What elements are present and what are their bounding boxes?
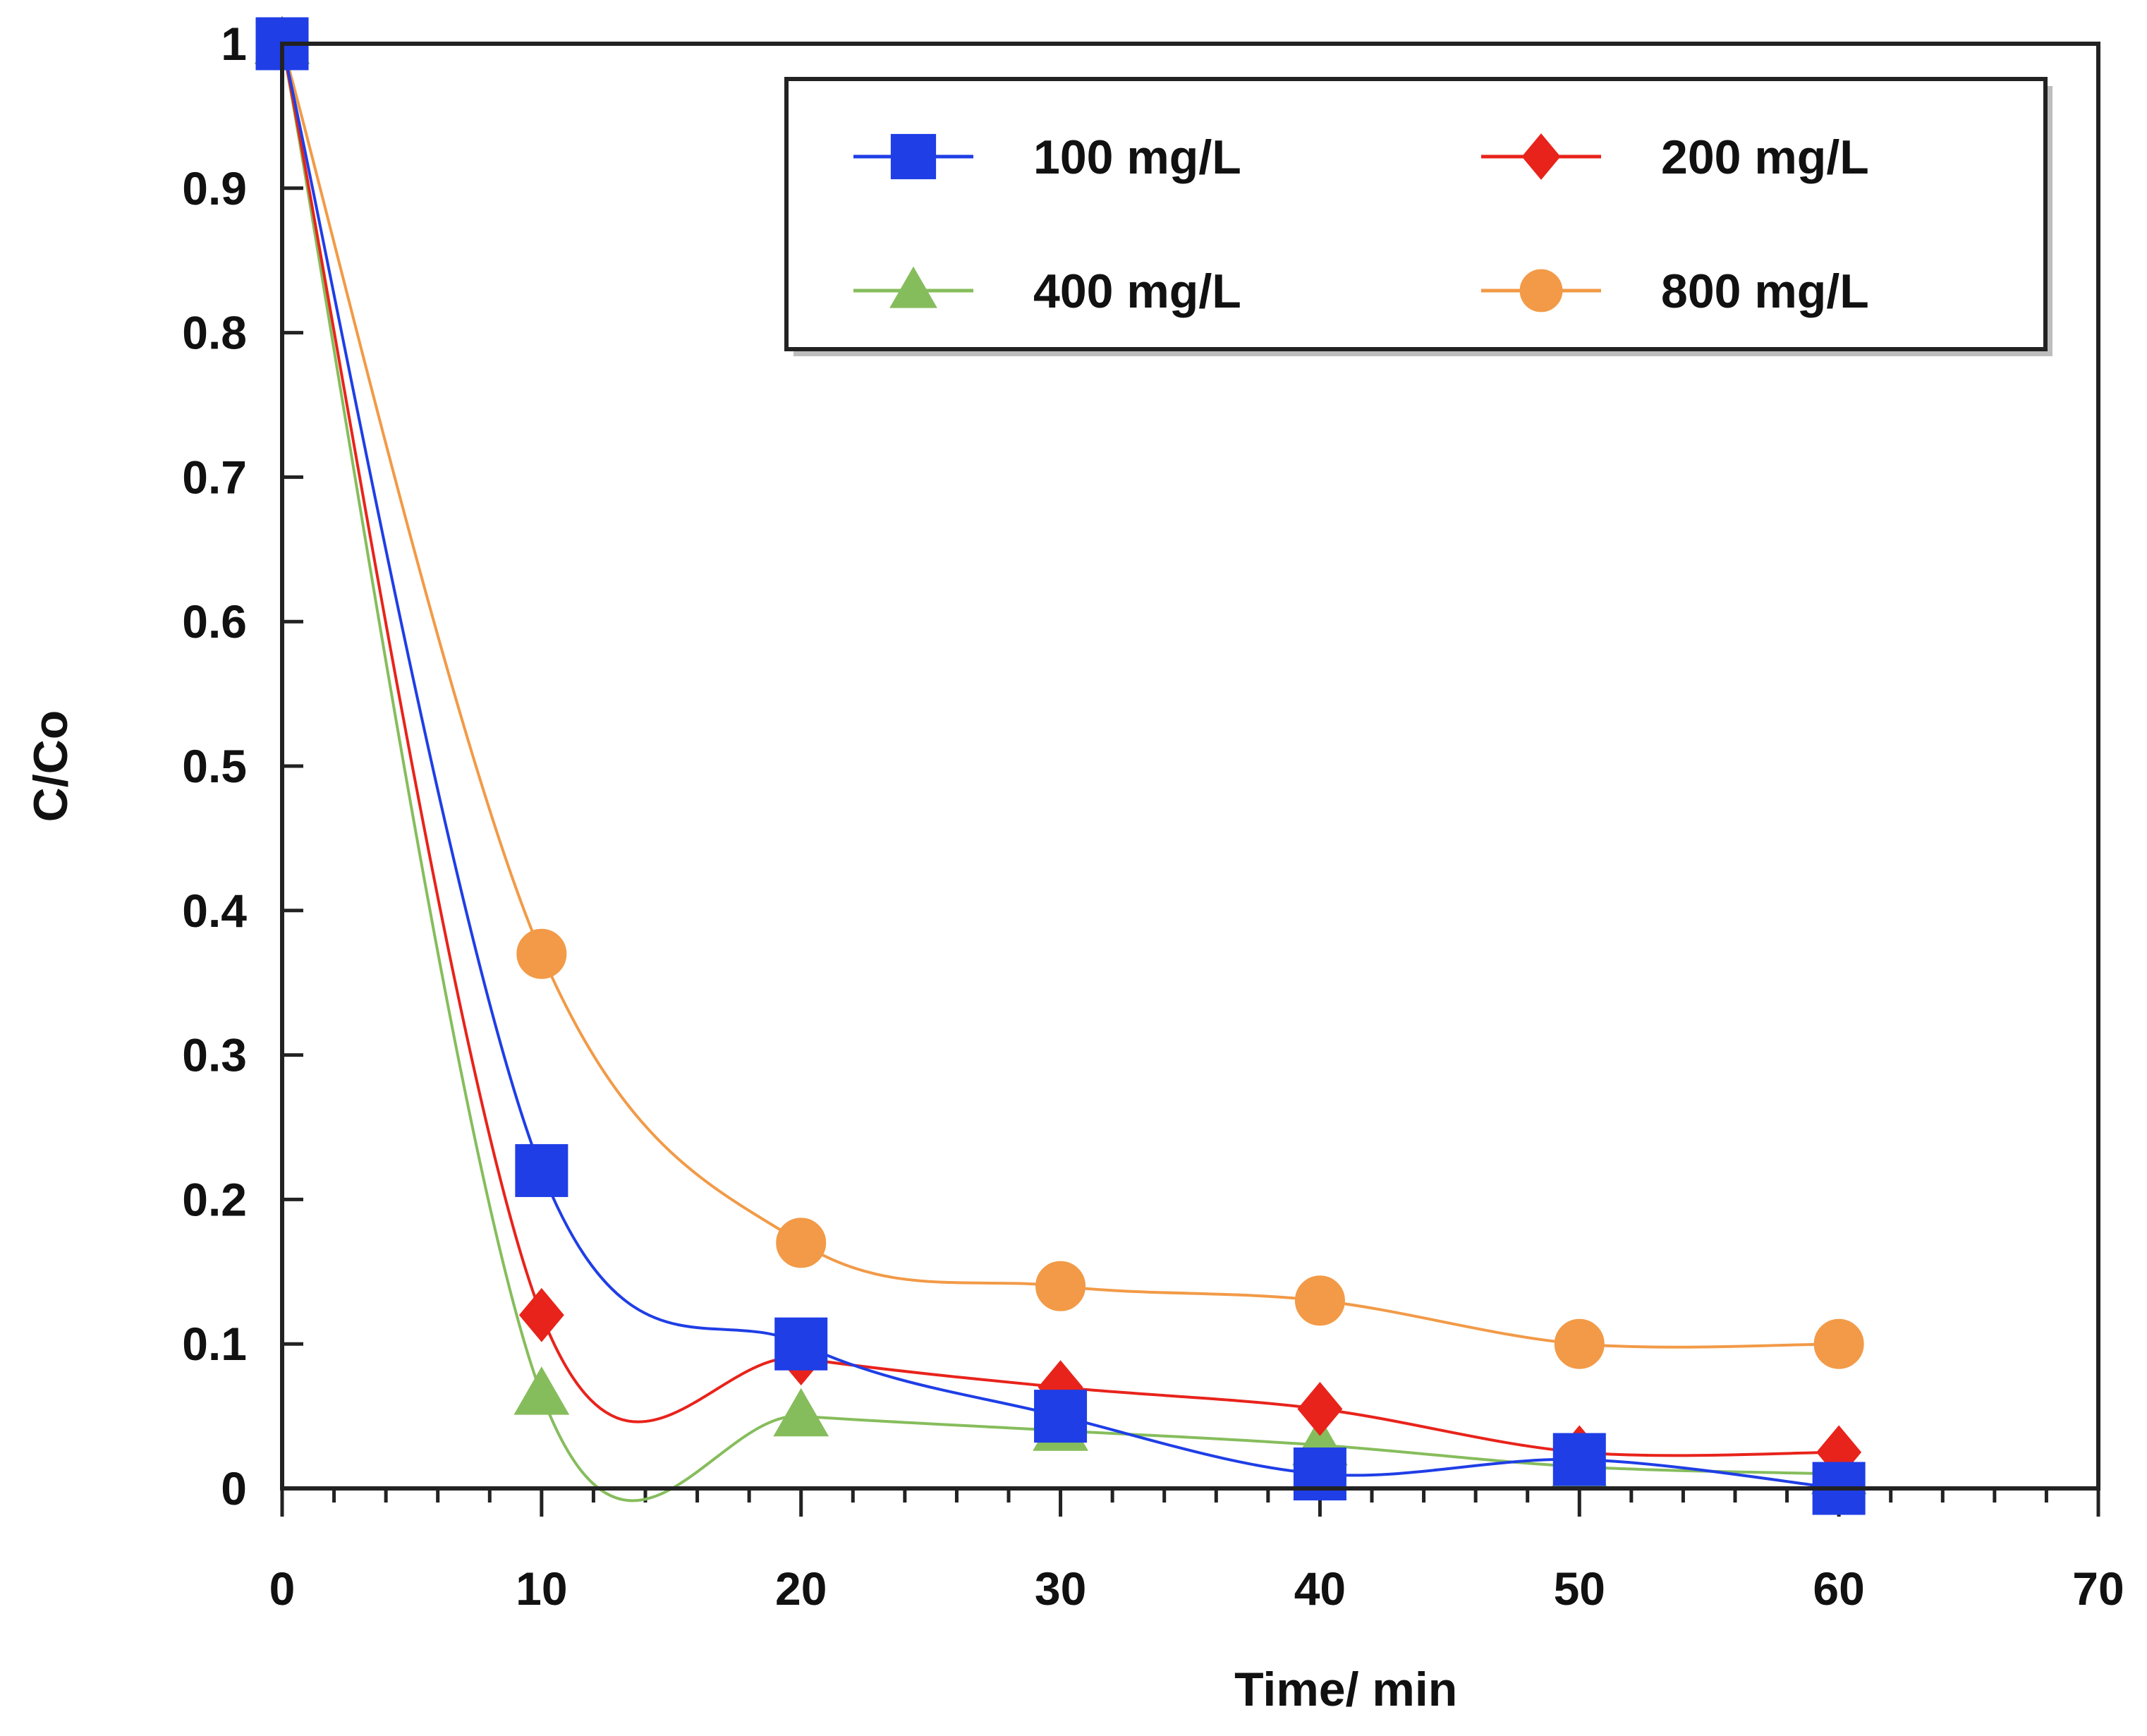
plot-area-frame	[280, 42, 2100, 1491]
y-tick-label: 0.4	[182, 885, 247, 937]
data-point-circle	[516, 928, 567, 979]
data-point-square	[1552, 1433, 1606, 1486]
x-tick-label: 40	[1294, 1562, 1346, 1615]
data-point-triangle	[773, 1388, 829, 1437]
series-markers	[254, 16, 1867, 1515]
data-point-diamond	[1297, 1382, 1343, 1436]
data-point-square	[515, 1143, 568, 1197]
data-point-square	[774, 1317, 828, 1371]
legend-label: 100 mg/L	[1033, 130, 1241, 184]
legend-label: 800 mg/L	[1661, 265, 1869, 318]
series-line-diamond	[281, 43, 1839, 1457]
series-line-square	[281, 43, 1839, 1490]
x-tick-label: 20	[775, 1562, 827, 1615]
series-line-circle	[281, 43, 1839, 1349]
y-tick-label: 0.2	[182, 1173, 247, 1225]
y-tick-label: 1	[221, 18, 247, 70]
data-point-circle	[1813, 1318, 1864, 1369]
x-axis-title: Time/ min	[1234, 1663, 1457, 1716]
x-tick-label: 70	[2072, 1562, 2124, 1615]
y-tick-label: 0.9	[182, 162, 247, 214]
x-tick-label: 0	[269, 1562, 296, 1615]
legend-label: 200 mg/L	[1661, 130, 1869, 184]
data-point-circle	[776, 1218, 827, 1268]
data-point-triangle	[513, 1366, 570, 1415]
x-axis-ticks: 0 10 20 30 40 50 60 70	[269, 1488, 2124, 1615]
y-tick-label: 0.7	[182, 451, 247, 503]
legend: 100 mg/L 200 mg/L 400 mg/L 800 mg/L	[784, 77, 2052, 356]
legend-marker-diamond	[1521, 133, 1561, 180]
legend-marker-triangle	[889, 266, 937, 308]
y-tick-label: 0.6	[182, 595, 247, 648]
y-axis-title: C/Co	[24, 710, 78, 823]
data-point-square	[1034, 1390, 1088, 1443]
x-tick-label: 10	[516, 1562, 567, 1615]
data-point-circle	[1554, 1318, 1605, 1369]
y-axis-ticks: 0 0.1 0.2 0.3 0.4 0.5 0.6 0.7 0.8 0.9 1	[182, 18, 303, 1515]
data-point-square	[1293, 1447, 1346, 1501]
data-point-circle	[1035, 1261, 1086, 1311]
legend-marker-square	[890, 133, 937, 180]
data-point-diamond	[518, 1287, 564, 1342]
y-tick-label: 0.1	[182, 1318, 247, 1370]
data-point-circle	[1294, 1275, 1345, 1326]
y-tick-label: 0.3	[182, 1029, 247, 1081]
x-tick-label: 50	[1554, 1562, 1605, 1615]
x-tick-label: 60	[1813, 1562, 1864, 1615]
legend-box	[784, 77, 2048, 351]
x-tick-label: 30	[1035, 1562, 1086, 1615]
legend-marker-circle	[1519, 269, 1563, 312]
series-curves	[281, 43, 1839, 1503]
legend-label: 400 mg/L	[1033, 265, 1241, 318]
y-tick-label: 0	[221, 1462, 247, 1515]
y-tick-label: 0.5	[182, 740, 247, 792]
y-tick-label: 0.8	[182, 307, 247, 359]
